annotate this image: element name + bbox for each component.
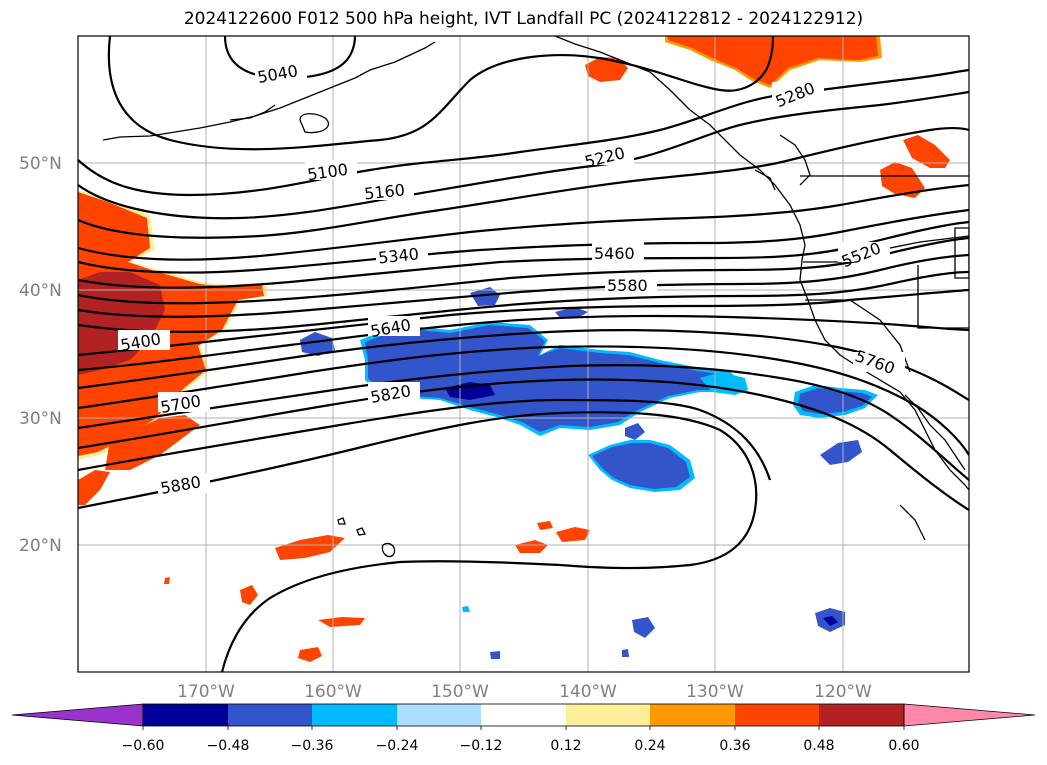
lon-label-160w: 160°W — [304, 682, 362, 702]
contour-label: 5340 — [377, 244, 419, 267]
colorbar-bin — [735, 704, 819, 726]
longitude-labels: 170°W 160°W 150°W 140°W 130°W 120°W — [177, 682, 872, 702]
colorbar-tick-label: −0.60 — [122, 738, 165, 754]
lon-label-150w: 150°W — [431, 682, 489, 702]
contour-label-backgrounds — [118, 62, 905, 493]
ivt-negative-shading — [300, 287, 878, 659]
colorbar-tick-label: −0.12 — [460, 738, 503, 754]
lat-label-20n: 20°N — [19, 536, 62, 556]
colorbar-tick-label: 0.24 — [634, 738, 665, 754]
graticule — [78, 36, 969, 672]
colorbar-tick-label: 0.48 — [803, 738, 834, 754]
lat-label-50n: 50°N — [19, 154, 62, 174]
colorbar-under-triangle — [11, 703, 144, 727]
coastlines — [102, 36, 969, 558]
colorbar-bin — [650, 704, 735, 726]
lon-label-140w: 140°W — [559, 682, 617, 702]
latitude-labels: 50°N 40°N 30°N 20°N — [19, 154, 62, 556]
colorbar-tick-label: −0.24 — [376, 738, 419, 754]
colorbar-tick-label: 0.60 — [888, 738, 919, 754]
lon-label-130w: 130°W — [686, 682, 744, 702]
map-frame — [77, 35, 970, 673]
colorbar-over-triangle — [903, 703, 1036, 727]
colorbar-bin — [481, 704, 566, 726]
colorbar-bin — [143, 704, 228, 726]
figure-title: 2024122600 F012 500 hPa height, IVT Land… — [183, 9, 864, 29]
colorbar-bin — [819, 704, 904, 726]
lat-label-40n: 40°N — [19, 281, 62, 301]
colorbar-bin — [566, 704, 650, 726]
colorbar-bin — [228, 704, 312, 726]
colorbar-tick-label: 0.12 — [550, 738, 581, 754]
colorbar-tick-label: −0.48 — [207, 738, 250, 754]
colorbar-frame — [142, 703, 905, 727]
lon-label-170w: 170°W — [177, 682, 235, 702]
map-content: 5040 5100 5160 5220 5280 5340 5460 5520 … — [78, 36, 969, 672]
contour-label: 5160 — [363, 180, 405, 203]
lat-label-30n: 30°N — [19, 409, 62, 429]
contour-label: 5580 — [607, 276, 648, 295]
colorbar: −0.60 −0.48 −0.36 −0.24 −0.12 0.12 0.24 … — [11, 703, 1036, 754]
colorbar-ticks — [142, 726, 905, 730]
lon-label-120w: 120°W — [814, 682, 872, 702]
contour-label: 5460 — [594, 244, 635, 263]
colorbar-bin — [397, 704, 481, 726]
colorbar-tick-label: 0.36 — [719, 738, 750, 754]
colorbar-tick-label: −0.36 — [291, 738, 334, 754]
colorbar-bin — [312, 704, 397, 726]
